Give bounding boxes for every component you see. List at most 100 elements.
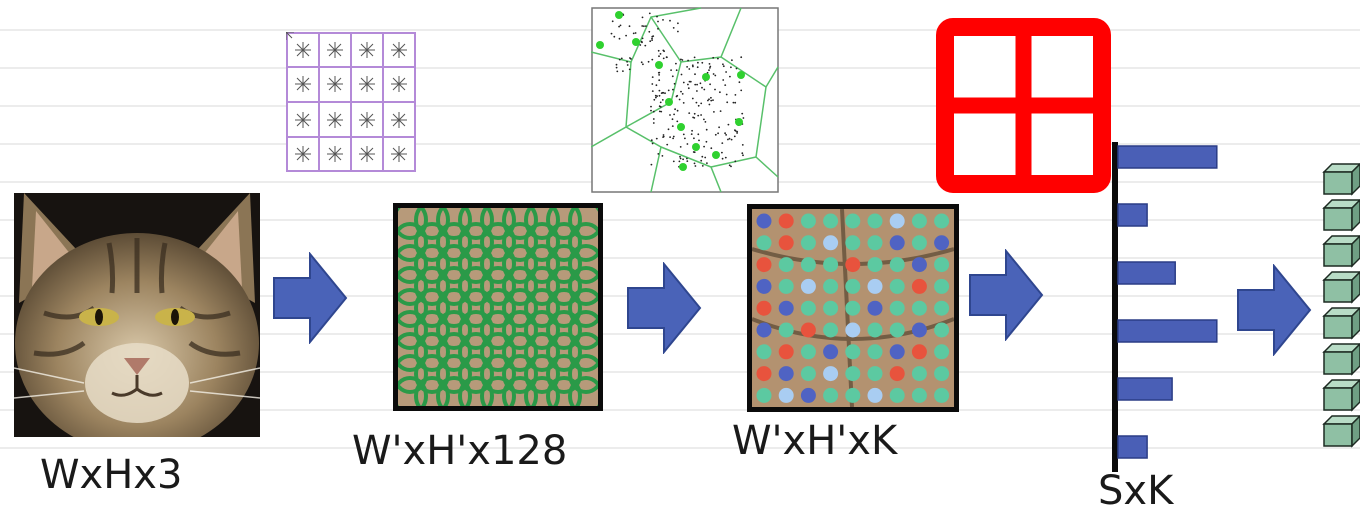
histogram-bar [1117,261,1176,285]
visual-word-dot [934,322,950,338]
arrow-icon [1237,264,1312,356]
visual-word-dot [867,366,883,382]
visual-word-dot [867,322,883,338]
histogram-chart [1112,142,1218,472]
visual-word-dot [800,322,816,338]
visual-word-dot [889,278,905,294]
visual-word-dot [867,235,883,251]
visual-word-dot [778,257,794,273]
cube-icon [1322,270,1360,304]
pyramid-grid-icon [936,18,1111,193]
arrow-icon [273,252,348,344]
visual-word-dot [867,387,883,403]
visual-word-dot [867,300,883,316]
visual-word-dot [867,344,883,360]
visual-word-dot [911,213,927,229]
visual-word-dot [800,257,816,273]
visual-word-dot [756,300,772,316]
visual-word-dot [911,344,927,360]
cat-photo [14,193,260,437]
visual-word-dot [823,257,839,273]
visual-word-dot [778,344,794,360]
visual-word-dot [911,257,927,273]
visual-word-dot [800,235,816,251]
visual-word-dot [823,213,839,229]
visual-word-dot [889,235,905,251]
visual-word-dot [867,278,883,294]
visual-word-dot [756,213,772,229]
voronoi-icon [591,7,779,193]
visual-word-dot [823,366,839,382]
visual-word-dot [845,366,861,382]
descriptor-map [393,203,603,411]
arrow-icon [969,249,1044,341]
visual-word-dot [845,322,861,338]
visual-word-dot [756,278,772,294]
visual-word-dot [756,235,772,251]
visual-word-dot [845,213,861,229]
visual-word-dot [778,278,794,294]
visual-word-dot [778,235,794,251]
visual-word-dot [845,257,861,273]
visual-word-dot [845,387,861,403]
cube-icon [1322,414,1360,448]
visual-word-dot [756,257,772,273]
visual-word-dot [778,213,794,229]
histogram-bar [1117,319,1218,343]
visual-word-dot [823,387,839,403]
visual-word-dot [911,235,927,251]
word-assignment-map [747,204,959,412]
image-size-label: WxHx3 [40,452,183,498]
visual-word-dot [800,366,816,382]
visual-word-dot [823,344,839,360]
visual-word-dot [889,322,905,338]
visual-word-dot [778,387,794,403]
visual-word-dot [845,300,861,316]
visual-word-dot [889,257,905,273]
visual-word-dot [934,300,950,316]
visual-word-dot [934,366,950,382]
visual-word-dot [911,300,927,316]
visual-word-dot [823,300,839,316]
visual-word-dot [911,278,927,294]
visual-word-dot [934,257,950,273]
visual-word-dot [911,322,927,338]
histogram-bar [1117,377,1173,401]
cube-icon [1322,378,1360,412]
visual-word-dot [845,235,861,251]
visual-word-dot [889,213,905,229]
visual-word-dot [800,387,816,403]
visual-word-dot [800,344,816,360]
cube-icon [1322,234,1360,268]
cube-icon [1322,162,1360,196]
visual-word-dot [934,235,950,251]
visual-word-dot [934,213,950,229]
cube-stack-icon [1322,162,1360,448]
visual-word-dot [889,366,905,382]
visual-word-dot [889,344,905,360]
visual-word-dot [823,235,839,251]
visual-word-dot [889,300,905,316]
visual-word-dot [911,387,927,403]
visual-word-dot [911,366,927,382]
histogram-size-label: SxK [1098,468,1174,514]
visual-word-dot [823,322,839,338]
arrow-icon [627,262,702,354]
cube-icon [1322,306,1360,340]
visual-word-dot [800,300,816,316]
visual-word-dot [778,300,794,316]
visual-word-dot [934,387,950,403]
visual-word-dot [800,213,816,229]
histogram-bar [1117,145,1218,169]
assignment-size-label: W'xH'xK [732,418,898,464]
visual-word-dot [934,278,950,294]
visual-word-dot [867,257,883,273]
visual-word-dot [756,366,772,382]
histogram-bar [1117,203,1148,227]
cube-icon [1322,198,1360,232]
descriptor-size-label: W'xH'x128 [352,428,568,474]
visual-word-dot [867,213,883,229]
visual-word-dot [778,366,794,382]
visual-word-dot [889,387,905,403]
sift-grid-icon [286,32,416,172]
